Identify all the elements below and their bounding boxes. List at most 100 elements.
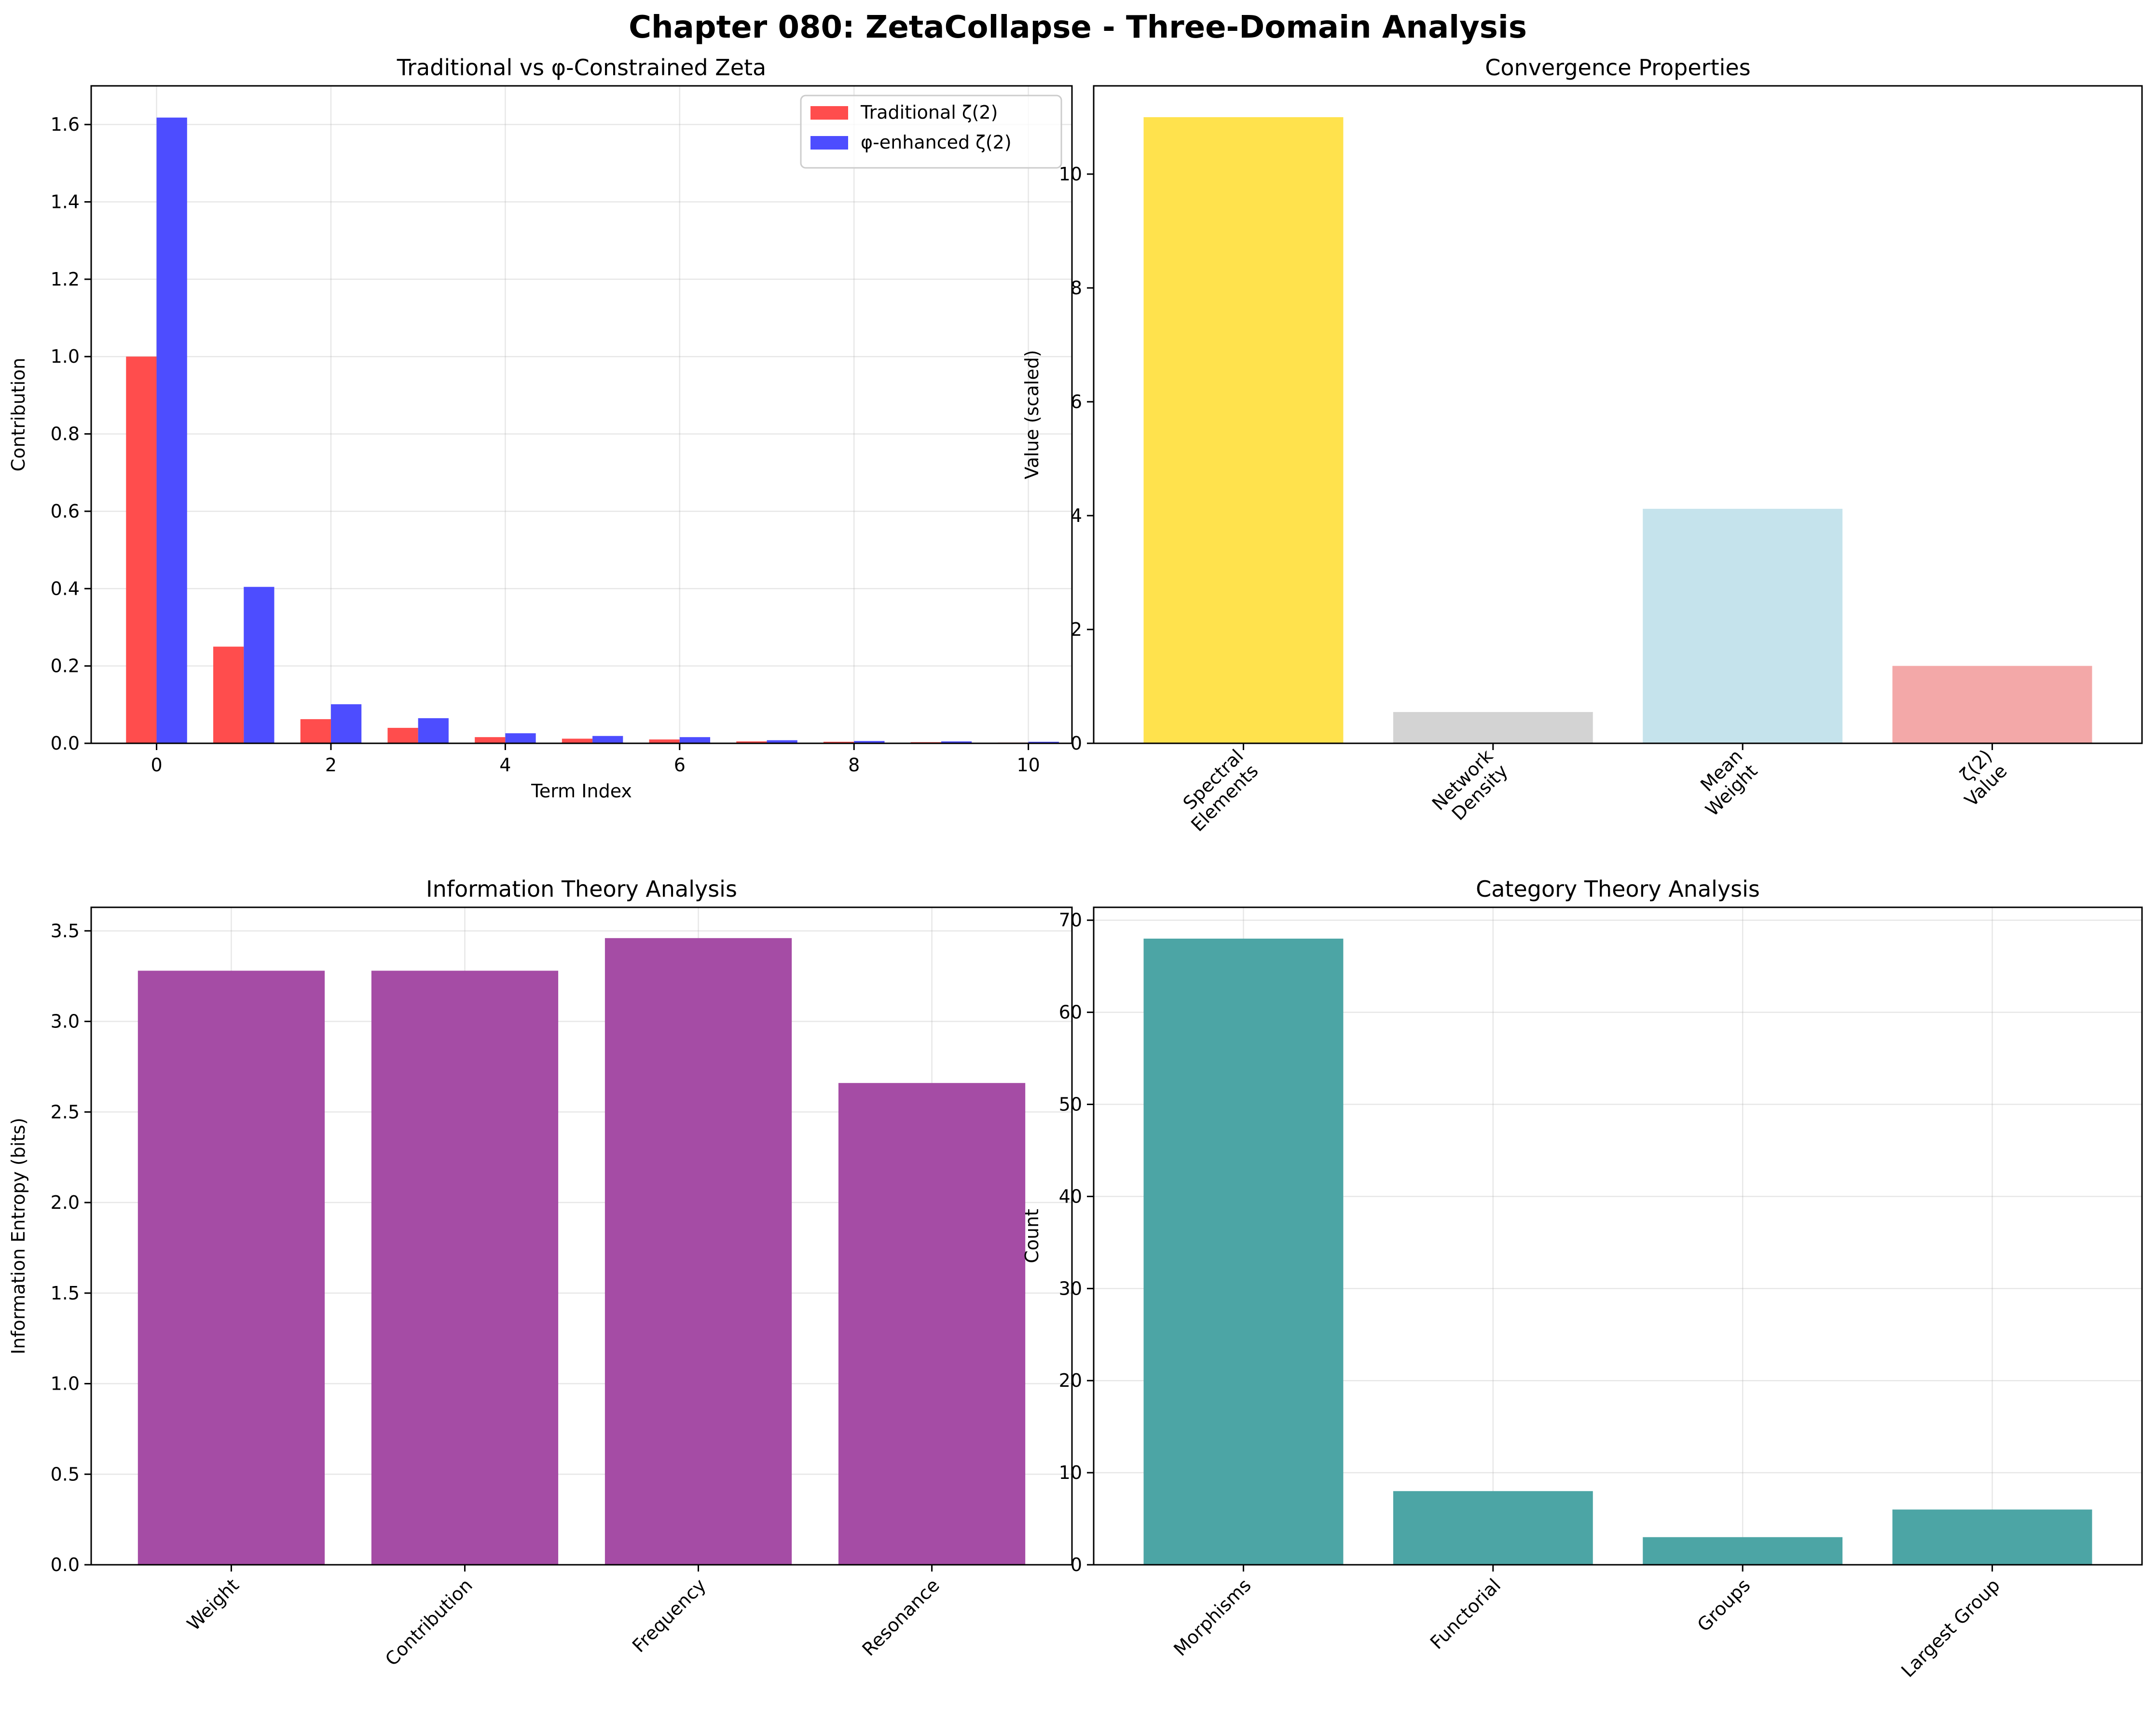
chart-zeta: 0.0 0.2 0.4 0.6 0.8 1.0 1.2 1.4 1.6 0 2 4 6 8 10 Tradit…: [8, 55, 1073, 802]
x-tick-label: 10: [1016, 754, 1040, 776]
legend-label: φ-enhanced ζ(2): [861, 132, 1012, 153]
y-tick-label: 1.6: [51, 114, 80, 135]
legend: Traditional ζ(2) φ-enhanced ζ(2): [800, 95, 1062, 169]
y-tick-label: 1.4: [51, 191, 80, 213]
y-tick-label: 0: [1071, 1554, 1082, 1575]
y-axis-label: Value (scaled): [1021, 350, 1043, 479]
y-tick-label: 40: [1059, 1186, 1082, 1207]
axes-frame: [1093, 85, 2143, 744]
x-axis-label: Term Index: [531, 780, 632, 802]
bar: [1892, 1509, 2092, 1565]
y-tick-label: 0: [1071, 733, 1082, 754]
bar: [604, 938, 792, 1565]
bar-traditional: [649, 739, 680, 743]
bar: [1393, 1491, 1593, 1565]
y-axis: 0.0 0.5 1.0 1.5 2.0 2.5 3.0 3.5: [51, 920, 91, 1575]
y-tick-label: 60: [1059, 1002, 1082, 1023]
y-axis: 0 10 20 30 40 50 60 70: [1059, 910, 1094, 1575]
bar: [838, 1083, 1026, 1565]
y-tick-label: 0.5: [51, 1463, 80, 1485]
bar-traditional: [300, 719, 331, 743]
bar-traditional: [823, 741, 854, 743]
y-tick-label: 20: [1059, 1370, 1082, 1391]
bar-traditional: [213, 646, 244, 743]
legend-label: Traditional ζ(2): [860, 102, 998, 123]
bar-phi-enhanced: [767, 740, 797, 743]
y-tick-label: 0.4: [51, 578, 80, 599]
bar: [1393, 712, 1593, 743]
y-tick-label: 0.6: [51, 501, 80, 522]
y-tick-label: 6: [1071, 391, 1082, 412]
y-axis: 0 2 4 6 8 10: [1059, 164, 1094, 754]
bar-phi-enhanced: [1028, 741, 1059, 743]
chart-title: Category Theory Analysis: [1476, 876, 1760, 902]
y-tick-label: 1.0: [51, 346, 80, 367]
y-tick-label: 70: [1059, 910, 1082, 931]
bar-traditional: [475, 737, 506, 743]
y-axis-label: Contribution: [8, 358, 29, 472]
y-tick-label: 10: [1059, 1462, 1082, 1483]
charts-container: 0.00.20.40.60.81.01.21.41.60 2 4 6 8 10Tradit…: [8, 55, 2143, 1682]
y-tick-label: 0.2: [51, 656, 80, 677]
chart-title: Traditional vs φ-Constrained Zeta: [397, 55, 767, 81]
bar-phi-enhanced: [244, 587, 275, 743]
y-tick-label: 0.8: [51, 424, 80, 445]
bar: [1143, 938, 1344, 1565]
y-tick-label: 1.2: [51, 269, 80, 290]
bar-traditional: [126, 356, 157, 743]
bar-phi-enhanced: [330, 704, 362, 743]
figure-title: Chapter 080: ZetaCollapse - Three-Domain…: [629, 10, 1527, 45]
y-tick-label: 0.0: [51, 733, 80, 754]
y-tick-label: 0.0: [51, 1554, 80, 1575]
y-tick-label: 2: [1071, 619, 1082, 640]
axes-frame: [90, 906, 1073, 1566]
bar-phi-enhanced: [156, 117, 187, 743]
y-tick-label: 4: [1071, 505, 1082, 526]
x-tick-label: 4: [499, 754, 511, 776]
bar-traditional: [562, 738, 593, 743]
chart-title: Information Theory Analysis: [426, 876, 737, 902]
bars: [126, 117, 1059, 743]
y-tick-label: 3.5: [51, 920, 80, 942]
bars: [1143, 117, 2092, 743]
bar: [137, 971, 325, 1565]
x-axis: 0 2 4 6 8 10: [151, 743, 1040, 776]
bar-phi-enhanced: [854, 741, 885, 743]
y-axis: 0.0 0.2 0.4 0.6 0.8 1.0 1.2 1.4 1.6: [51, 114, 91, 754]
y-tick-label: 2.5: [51, 1101, 80, 1122]
bars: [137, 938, 1026, 1565]
bar-phi-enhanced: [505, 733, 536, 743]
bar: [1643, 1537, 1843, 1565]
bar: [1143, 117, 1344, 743]
y-tick-label: 1.5: [51, 1283, 80, 1304]
y-axis-label: Count: [1021, 1209, 1043, 1263]
bar-phi-enhanced: [679, 737, 711, 743]
bar-traditional: [387, 727, 418, 743]
y-tick-label: 30: [1059, 1278, 1082, 1299]
x-tick-label: 2: [325, 754, 337, 776]
y-tick-label: 1.0: [51, 1373, 80, 1395]
x-tick-label: 6: [674, 754, 686, 776]
bar-phi-enhanced: [592, 736, 623, 743]
bar-phi-enhanced: [941, 741, 972, 743]
legend-swatch: [810, 136, 848, 150]
legend-frame: [800, 95, 1062, 169]
x-tick-label: 8: [848, 754, 860, 776]
legend-swatch: [810, 106, 848, 120]
bar-traditional: [736, 741, 767, 743]
y-axis-label: Information Entropy (bits): [8, 1118, 29, 1354]
bar: [371, 971, 559, 1565]
bars: [1143, 938, 2092, 1565]
bar: [1643, 508, 1843, 743]
y-tick-label: 10: [1059, 164, 1082, 185]
axes-frame: [1093, 906, 2143, 1566]
bar-phi-enhanced: [418, 718, 449, 743]
y-tick-label: 50: [1059, 1094, 1082, 1115]
chart-title: Convergence Properties: [1485, 55, 1750, 81]
y-tick-label: 2.0: [51, 1192, 80, 1213]
bar: [1892, 666, 2092, 743]
x-tick-label: 0: [151, 754, 162, 776]
